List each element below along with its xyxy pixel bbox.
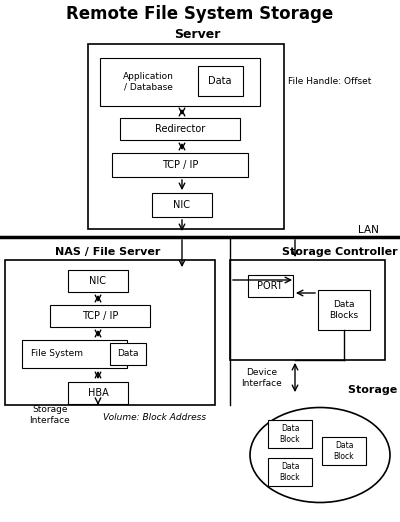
Text: Storage Device: Storage Device <box>348 385 400 395</box>
Text: Data
Block: Data Block <box>280 424 300 444</box>
Text: LAN: LAN <box>358 225 378 235</box>
Text: File System: File System <box>31 350 83 359</box>
Text: Volume: Block Address: Volume: Block Address <box>104 413 206 422</box>
Bar <box>5 260 215 405</box>
Bar <box>88 44 284 229</box>
Text: PORT: PORT <box>257 281 283 291</box>
Text: NIC: NIC <box>90 276 106 286</box>
Text: TCP / IP: TCP / IP <box>162 160 198 170</box>
Bar <box>100 58 260 106</box>
Bar <box>120 118 240 140</box>
Text: Remote File System Storage: Remote File System Storage <box>66 5 334 23</box>
Ellipse shape <box>250 408 390 503</box>
Text: Data
Block: Data Block <box>334 441 354 461</box>
Text: Data
Block: Data Block <box>280 462 300 482</box>
Text: NAS / File Server: NAS / File Server <box>55 247 161 257</box>
Text: Data: Data <box>208 76 232 86</box>
Bar <box>322 437 366 465</box>
Text: Storage Controller: Storage Controller <box>282 247 398 257</box>
Bar <box>112 153 248 177</box>
Bar <box>50 305 150 327</box>
Bar <box>152 193 212 217</box>
Text: TCP / IP: TCP / IP <box>82 311 118 321</box>
Text: Data: Data <box>117 350 139 359</box>
Bar <box>198 66 243 96</box>
Text: HBA: HBA <box>88 388 108 398</box>
Text: Redirector: Redirector <box>155 124 205 134</box>
Text: Device
Interface: Device Interface <box>242 369 282 388</box>
Text: File Handle: Offset: File Handle: Offset <box>288 77 372 87</box>
Bar <box>248 275 293 297</box>
Text: Storage
Interface: Storage Interface <box>30 405 70 425</box>
Text: Application
/ Database: Application / Database <box>122 73 174 92</box>
Bar <box>230 260 385 360</box>
Bar <box>318 290 370 330</box>
Bar <box>110 343 146 365</box>
Text: Data
Blocks: Data Blocks <box>330 300 358 319</box>
Text: Server: Server <box>174 28 220 41</box>
Bar <box>268 420 312 448</box>
Bar <box>68 270 128 292</box>
Bar <box>268 458 312 486</box>
Bar <box>68 382 128 404</box>
Bar <box>22 340 127 368</box>
Text: NIC: NIC <box>174 200 190 210</box>
